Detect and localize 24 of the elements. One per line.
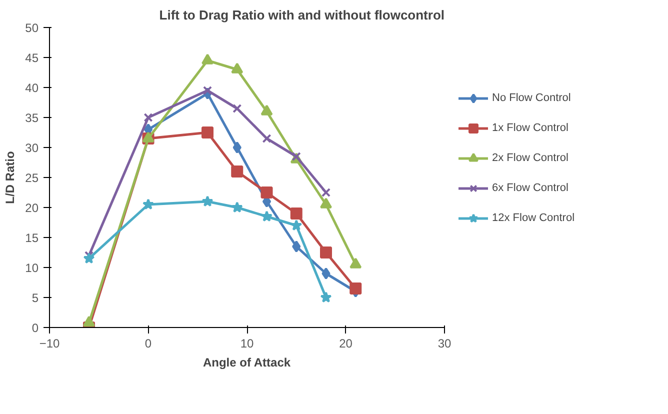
chart-title: Lift to Drag Ratio with and without flowcontrol bbox=[159, 8, 445, 22]
y-tick-label: 35 bbox=[25, 111, 39, 125]
x-tick-label: −10 bbox=[39, 336, 60, 350]
y-tick-label: 20 bbox=[25, 201, 39, 215]
x-axis-title: Angle of Attack bbox=[202, 356, 291, 370]
y-axis-title: L/D Ratio bbox=[3, 151, 18, 204]
x-tick-label: 30 bbox=[438, 336, 452, 350]
legend-label: 12x Flow Control bbox=[492, 212, 575, 224]
x-tick-label: 20 bbox=[339, 336, 353, 350]
x-tick-label: 10 bbox=[240, 336, 254, 350]
legend-label: 2x Flow Control bbox=[492, 152, 568, 164]
x-tick-label: 0 bbox=[144, 336, 152, 350]
y-tick-label: 25 bbox=[25, 171, 39, 185]
y-tick-label: 50 bbox=[25, 21, 39, 35]
y-tick-label: 0 bbox=[32, 321, 39, 335]
legend-label: 1x Flow Control bbox=[492, 122, 568, 134]
y-tick-label: 5 bbox=[32, 291, 39, 305]
legend-label: No Flow Control bbox=[492, 92, 571, 104]
y-tick-label: 40 bbox=[25, 81, 39, 95]
y-tick-label: 30 bbox=[25, 141, 39, 155]
y-tick-label: 45 bbox=[25, 51, 39, 65]
legend-label: 6x Flow Control bbox=[492, 182, 568, 194]
y-tick-label: 10 bbox=[25, 261, 39, 275]
y-tick-label: 15 bbox=[25, 231, 39, 245]
